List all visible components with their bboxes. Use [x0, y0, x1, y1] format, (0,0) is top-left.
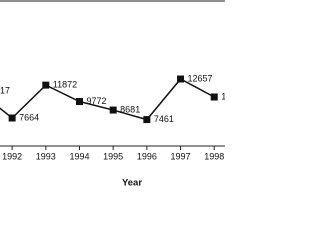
point-marker	[8, 114, 16, 122]
value-label: 7664	[19, 112, 39, 122]
point-marker	[143, 116, 151, 124]
x-tick-label: 1995	[103, 151, 123, 161]
point-marker	[210, 93, 218, 101]
point-marker	[75, 98, 83, 106]
x-tick-label: 1998	[204, 151, 224, 161]
chart: Year 1992 1993 1994 1995 1996 1997 1998 17 7664 1…	[0, 0, 225, 189]
value-label: 7461	[154, 114, 174, 124]
x-axis-title: Year	[122, 178, 142, 189]
point-marker	[109, 106, 117, 114]
x-tick-label: 1993	[36, 151, 56, 161]
x-tick-label: 1997	[171, 151, 191, 161]
value-label: 12657	[188, 73, 213, 83]
value-label: 9772	[86, 96, 106, 106]
x-tick-label: 1996	[137, 151, 157, 161]
value-label: 17	[0, 85, 10, 95]
point-marker	[42, 81, 50, 89]
x-tick-label: 1992	[2, 151, 22, 161]
value-label: 11872	[53, 80, 77, 90]
value-label: 8681	[120, 104, 140, 114]
x-tick-label: 1994	[69, 151, 89, 161]
series-line	[0, 78, 215, 121]
point-marker	[177, 75, 185, 83]
value-label: 1	[221, 91, 225, 101]
